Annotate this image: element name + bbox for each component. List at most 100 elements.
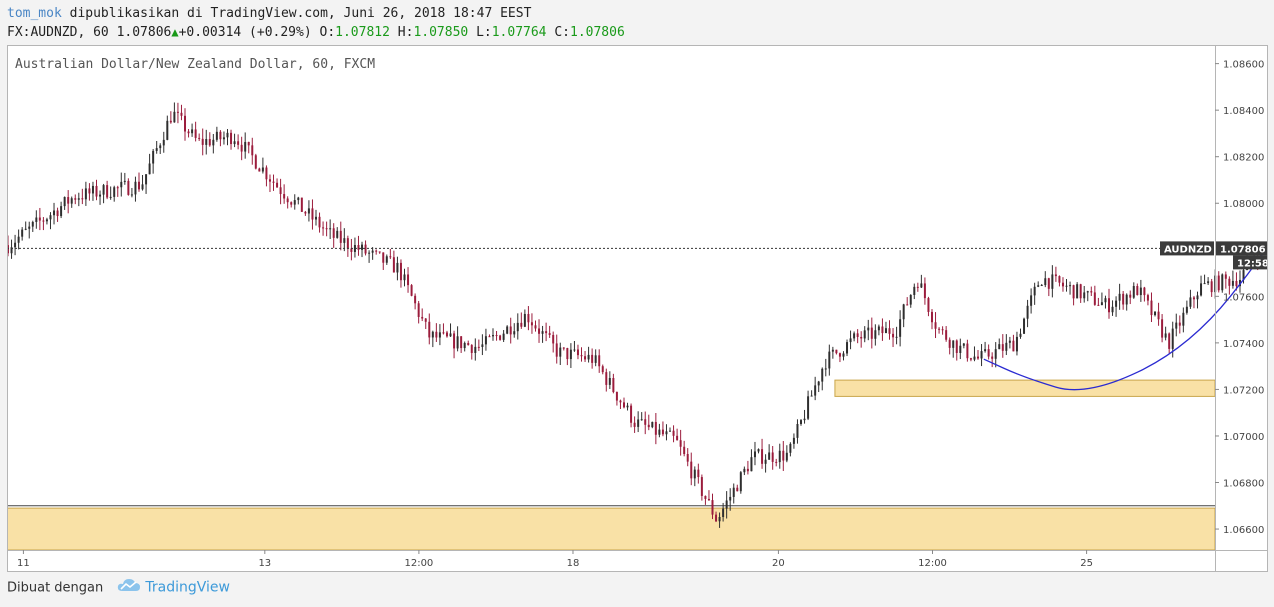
candle-body [1104, 298, 1107, 303]
candle-body [552, 334, 555, 344]
candle-body [1090, 291, 1093, 293]
candle-body [477, 346, 480, 348]
candle [10, 239, 13, 259]
candle [743, 466, 746, 476]
chart-title: Australian Dollar/New Zealand Dollar, 60… [15, 57, 375, 72]
candle-body [750, 457, 753, 472]
tradingview-brand[interactable]: TradingView [145, 579, 230, 596]
candle [1161, 314, 1164, 343]
candle [194, 121, 197, 142]
candle [899, 310, 902, 347]
candle [276, 178, 279, 188]
candle [612, 373, 615, 394]
candle-body [215, 131, 218, 140]
candle [470, 344, 473, 360]
candle-body [722, 508, 725, 518]
symbol-tag-box [1160, 241, 1214, 256]
candle-body [1100, 302, 1103, 306]
candle-body [470, 345, 473, 353]
candle-body [994, 349, 997, 359]
candle [152, 148, 155, 174]
candle [732, 483, 735, 504]
candle [651, 421, 654, 429]
candle [28, 221, 31, 239]
author-link[interactable]: tom_mok [7, 6, 62, 21]
candle-body [867, 327, 870, 331]
candle-body [428, 321, 431, 338]
candle [846, 339, 849, 357]
candle-body [768, 452, 771, 460]
candle-body [1210, 281, 1213, 293]
candle-body [17, 236, 20, 243]
candle-body [587, 354, 590, 360]
candle [555, 334, 558, 364]
candle-body [268, 179, 271, 182]
candle-body [219, 131, 222, 140]
candle-body [984, 349, 987, 352]
price-chart[interactable]: Australian Dollar/New Zealand Dollar, 60… [7, 45, 1268, 572]
candle-body [102, 185, 105, 195]
candle-body [821, 368, 824, 382]
candle [513, 323, 516, 338]
candle [145, 174, 148, 194]
candle-body [541, 331, 544, 334]
candle-body [615, 392, 618, 401]
candle-body [555, 343, 558, 357]
candle [520, 312, 523, 329]
candle [1189, 289, 1192, 309]
candle [867, 319, 870, 341]
candle-body [152, 150, 155, 164]
candle [1168, 332, 1171, 354]
candle-body [364, 244, 367, 254]
candle-body [1033, 286, 1036, 296]
candle-body [343, 238, 346, 243]
candle [637, 411, 640, 433]
candle-body [789, 443, 792, 453]
candle [279, 178, 282, 205]
candle [17, 229, 20, 250]
candle [173, 102, 176, 123]
candle-body [948, 339, 951, 348]
footer: Dibuat dengan TradingView [7, 578, 230, 598]
candle-body [969, 358, 972, 360]
candle [95, 179, 98, 201]
low-label: L: [476, 25, 492, 40]
candle-body [991, 356, 994, 359]
candle [77, 192, 80, 207]
candle [824, 358, 827, 377]
tradingview-logo-icon [117, 578, 141, 598]
candle-body [626, 405, 629, 408]
header-line-1: tom_mok dipublikasikan di TradingView.co… [7, 5, 625, 23]
candle-body [654, 421, 657, 435]
candle-body [300, 197, 303, 212]
candle [1008, 336, 1011, 349]
candle-body [421, 316, 424, 319]
candle-body [980, 351, 983, 359]
candle [693, 466, 696, 487]
candle [661, 421, 664, 437]
candle [962, 342, 965, 349]
chart-background [7, 45, 1268, 572]
candle [690, 452, 693, 486]
candle-body [785, 452, 788, 461]
y-tick-label: 1.07600 [1223, 292, 1264, 303]
candle-body [279, 187, 282, 195]
candle-body [566, 348, 569, 360]
candle-body [757, 449, 760, 452]
candle [969, 357, 972, 362]
candle [831, 346, 834, 359]
candle [817, 380, 820, 393]
candle [619, 399, 622, 410]
candle [977, 350, 980, 360]
candle [1217, 271, 1220, 293]
candle [137, 172, 140, 192]
candle-body [824, 368, 827, 370]
candle-body [934, 322, 937, 329]
candle [431, 330, 434, 348]
candle-body [775, 461, 778, 463]
candle-body [513, 331, 516, 335]
candle [1228, 276, 1231, 295]
candle-body [113, 187, 116, 197]
candle [233, 133, 236, 148]
candle-body [336, 230, 339, 238]
